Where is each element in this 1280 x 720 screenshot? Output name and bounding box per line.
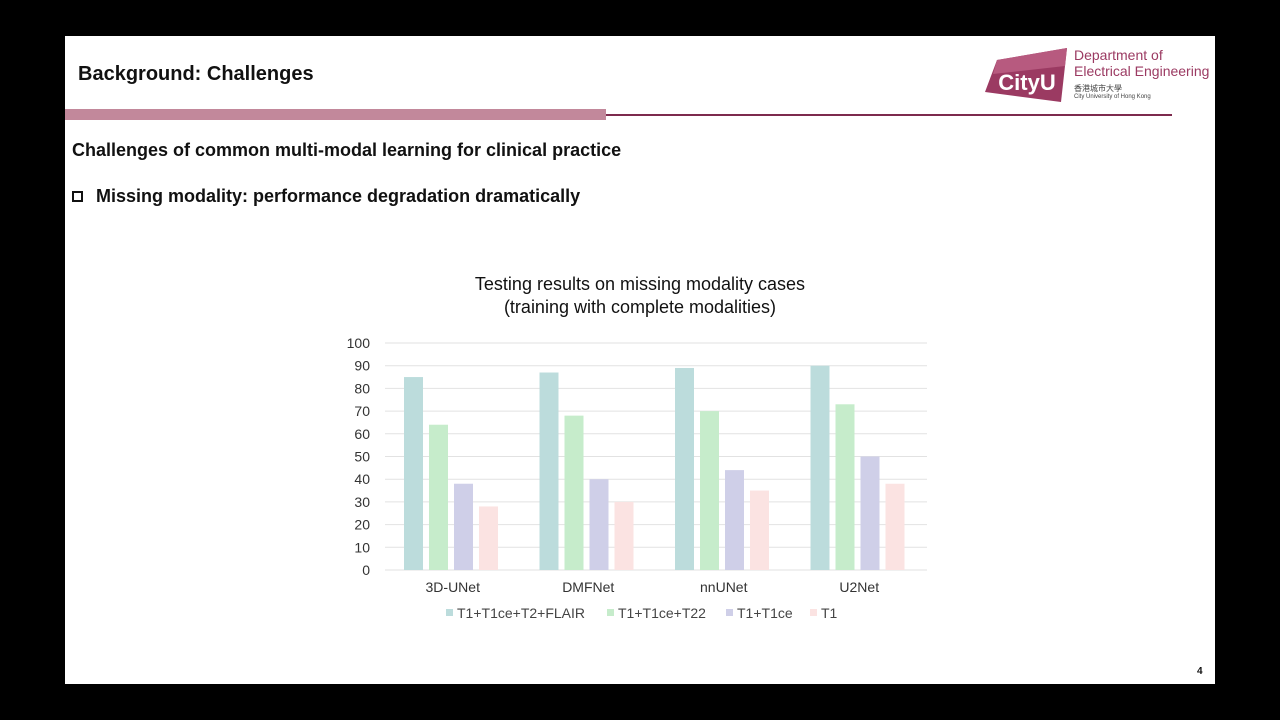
slide: Background: Challenges CityU Department … <box>65 36 1215 684</box>
y-tick-label: 100 <box>347 335 371 351</box>
bar <box>750 490 769 570</box>
cityu-logo-mark: CityU <box>985 48 1067 102</box>
chart-title-line1: Testing results on missing modality case… <box>475 274 805 294</box>
cityu-logo: CityU Department of Electrical Engineeri… <box>983 46 1210 108</box>
bar <box>479 506 498 570</box>
bar <box>539 372 559 570</box>
y-tick-label: 60 <box>354 426 370 442</box>
bullet-item: Missing modality: performance degradatio… <box>72 186 580 207</box>
chart-legend: T1+T1ce+T2+FLAIR T1+T1ce+T22 T1+T1ce T1 <box>446 605 838 621</box>
legend-label: T1+T1ce+T2+FLAIR <box>457 605 585 621</box>
header-rule-thick <box>65 109 606 120</box>
y-tick-label: 10 <box>354 539 370 555</box>
bar <box>429 424 448 570</box>
y-tick-label: 50 <box>354 449 370 465</box>
bar <box>885 483 905 570</box>
bar <box>725 470 744 570</box>
legend-swatch <box>446 609 453 616</box>
section-subtitle: Challenges of common multi-modal learnin… <box>72 140 622 160</box>
y-tick-label: 90 <box>354 358 370 374</box>
chart-title-line2: (training with complete modalities) <box>504 297 776 317</box>
bar <box>810 365 830 570</box>
y-tick-label: 80 <box>354 380 370 396</box>
legend-label: T1+T1ce <box>737 605 793 621</box>
header-rule-thin <box>65 114 1172 116</box>
chart-x-axis: 3D-UNet DMFNet nnUNet U2Net <box>426 579 880 595</box>
bar <box>835 404 855 570</box>
y-tick-label: 30 <box>354 494 370 510</box>
legend-swatch <box>607 609 614 616</box>
y-tick-label: 40 <box>354 471 370 487</box>
y-tick-label: 20 <box>354 517 370 533</box>
bar-chart: Testing results on missing modality case… <box>347 274 927 621</box>
bullet-text: Missing modality: performance degradatio… <box>96 186 581 206</box>
chart-y-axis: 0 10 20 30 40 50 60 70 80 90 100 <box>347 335 371 578</box>
checkbox-bullet-icon <box>72 191 83 202</box>
bar <box>454 483 473 570</box>
slide-title: Background: Challenges <box>78 63 314 85</box>
legend-label: T1+T1ce+T22 <box>618 605 706 621</box>
logo-wordmark: CityU <box>998 70 1055 95</box>
logo-dept-line2: Electrical Engineering <box>1074 63 1210 79</box>
bar <box>404 377 423 570</box>
bar <box>675 367 694 570</box>
logo-dept-line1: Department of <box>1074 47 1163 63</box>
bar <box>860 456 880 570</box>
bar <box>614 501 634 570</box>
x-tick-label: nnUNet <box>700 579 748 595</box>
legend-swatch <box>726 609 733 616</box>
bar <box>564 415 584 570</box>
bar <box>700 411 719 570</box>
x-tick-label: U2Net <box>839 579 879 595</box>
legend-label: T1 <box>821 605 838 621</box>
logo-chinese-name: 香港城市大學 <box>1074 84 1122 93</box>
bar <box>589 479 609 570</box>
y-tick-label: 70 <box>354 403 370 419</box>
x-tick-label: 3D-UNet <box>426 579 481 595</box>
x-tick-label: DMFNet <box>562 579 614 595</box>
page-number: 4 <box>1197 666 1203 677</box>
logo-english-name: City University of Hong Kong <box>1074 94 1151 100</box>
chart-bars <box>404 365 905 570</box>
legend-swatch <box>810 609 817 616</box>
y-tick-label: 0 <box>362 562 370 578</box>
